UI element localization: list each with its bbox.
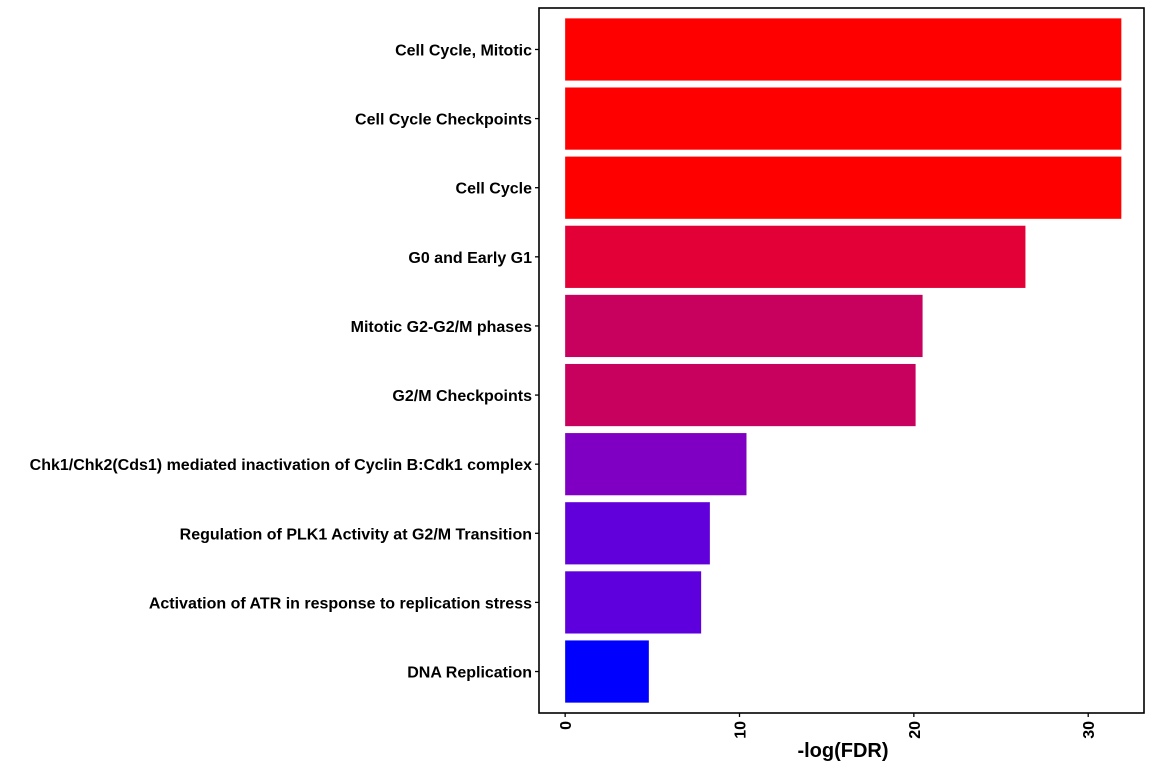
category-labels: Cell Cycle, Mitotic Cell Cycle Checkpoint… <box>30 42 539 682</box>
bar <box>565 640 649 703</box>
bar <box>565 363 916 427</box>
x-tick-label: 10 <box>733 721 750 739</box>
bar <box>565 433 747 496</box>
category-label: Cell Cycle Checkpoints <box>355 112 532 129</box>
bar <box>565 294 923 358</box>
category-label: Activation of ATR in response to replica… <box>149 595 532 612</box>
bar <box>565 502 710 565</box>
category-label: Chk1/Chk2(Cds1) mediated inactivation of… <box>30 457 532 474</box>
category-label: Cell Cycle <box>456 181 533 198</box>
x-tick-label: 20 <box>907 721 924 739</box>
category-label: G0 and Early G1 <box>408 250 532 267</box>
bar <box>565 571 702 634</box>
category-label: Regulation of PLK1 Activity at G2/M Tran… <box>180 526 532 543</box>
bar <box>565 156 1122 219</box>
bar <box>565 18 1122 81</box>
x-axis-title: -log(FDR) <box>797 740 888 762</box>
x-axis-ticks: 0 10 20 30 <box>558 713 1098 739</box>
bars-layer <box>565 18 1122 703</box>
category-label: Cell Cycle, Mitotic <box>395 42 532 59</box>
category-label: Mitotic G2-G2/M phases <box>351 319 532 336</box>
category-label: DNA Replication <box>407 665 532 682</box>
x-tick-label: 0 <box>558 721 575 730</box>
x-tick-label: 30 <box>1081 721 1098 739</box>
category-label: G2/M Checkpoints <box>392 388 532 405</box>
plot-panel-border <box>538 7 1145 714</box>
bar <box>565 87 1122 150</box>
bar <box>565 225 1026 288</box>
